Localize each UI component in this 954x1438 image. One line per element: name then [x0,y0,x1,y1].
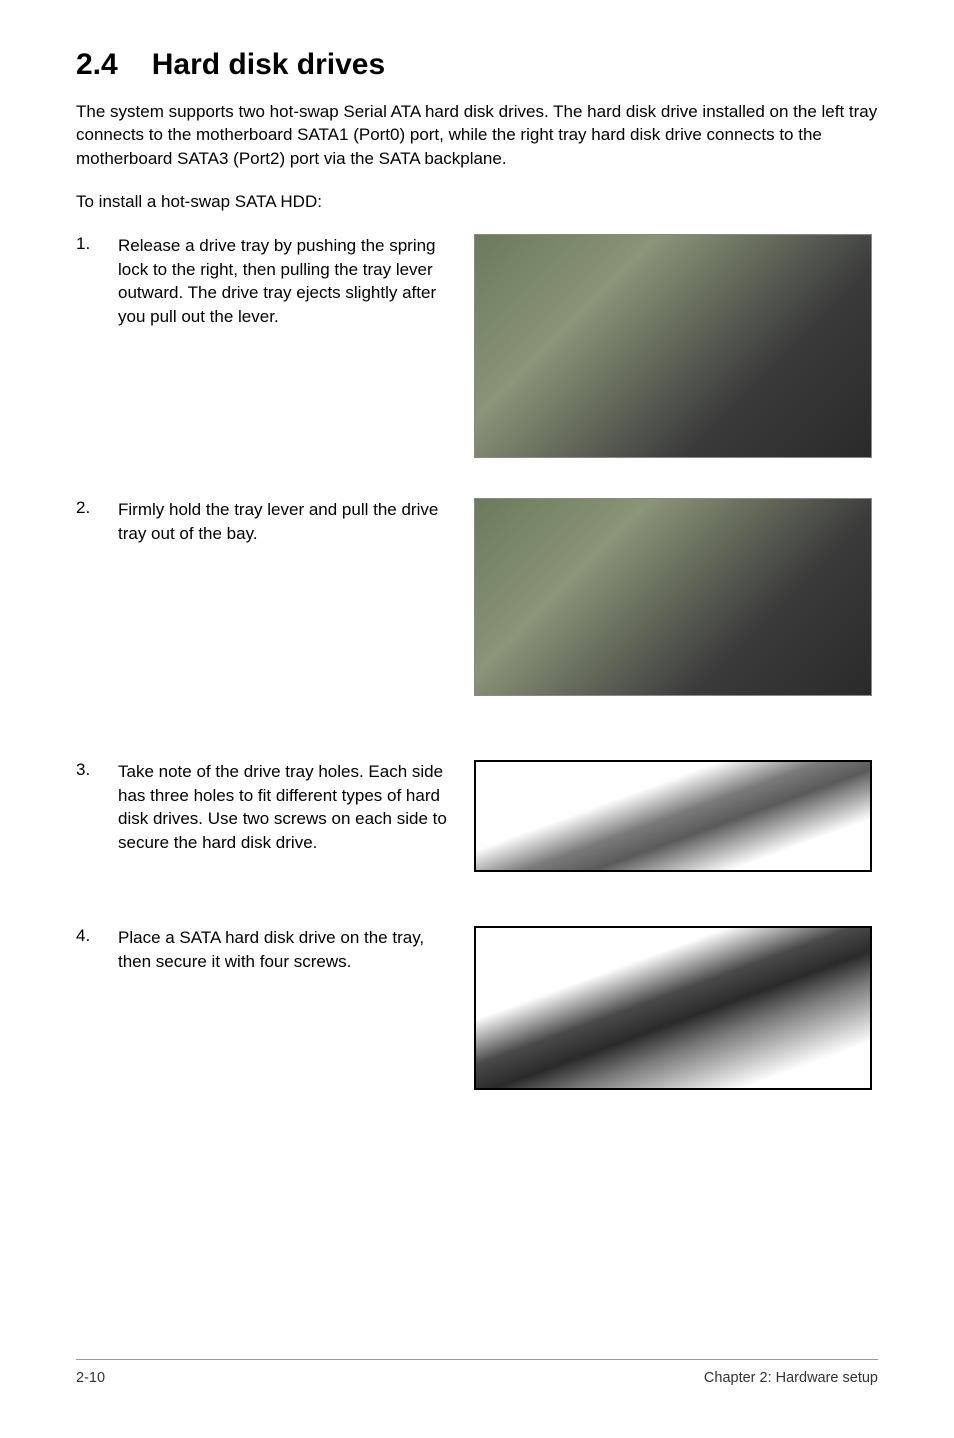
step-photo [474,926,872,1090]
step-image-column [468,926,878,1090]
step-image-column [468,760,878,872]
step-text-column: 2. Firmly hold the tray lever and pull t… [76,498,468,545]
step-row: 1. Release a drive tray by pushing the s… [76,234,878,470]
step-text-column: 4. Place a SATA hard disk drive on the t… [76,926,468,973]
step-number: 3. [76,760,118,854]
intro-paragraph: The system supports two hot-swap Serial … [76,100,878,170]
step-body-text: Take note of the drive tray holes. Each … [118,760,468,854]
step-row: 3. Take note of the drive tray holes. Ea… [76,760,878,890]
heading-number: 2.4 [76,48,118,82]
step-number: 4. [76,926,118,973]
page-number: 2-10 [76,1370,105,1386]
step-row: 2. Firmly hold the tray lever and pull t… [76,498,878,710]
step-number: 1. [76,234,118,328]
heading-title: Hard disk drives [152,48,385,81]
step-photo [474,760,872,872]
step-number: 2. [76,498,118,545]
step-photo [474,498,872,696]
step-photo [474,234,872,458]
section-heading: 2.4 Hard disk drives [76,48,878,82]
step-row: 4. Place a SATA hard disk drive on the t… [76,926,878,1106]
step-body-text: Place a SATA hard disk drive on the tray… [118,926,468,973]
step-image-column [468,498,878,696]
page-container: 2.4 Hard disk drives The system supports … [0,0,954,1438]
step-text-column: 1. Release a drive tray by pushing the s… [76,234,468,328]
page-footer: 2-10 Chapter 2: Hardware setup [76,1359,878,1386]
step-image-column [468,234,878,458]
step-body-text: Firmly hold the tray lever and pull the … [118,498,468,545]
instruction-lead: To install a hot-swap SATA HDD: [76,192,878,212]
chapter-label: Chapter 2: Hardware setup [704,1370,878,1386]
step-body-text: Release a drive tray by pushing the spri… [118,234,468,328]
step-text-column: 3. Take note of the drive tray holes. Ea… [76,760,468,854]
